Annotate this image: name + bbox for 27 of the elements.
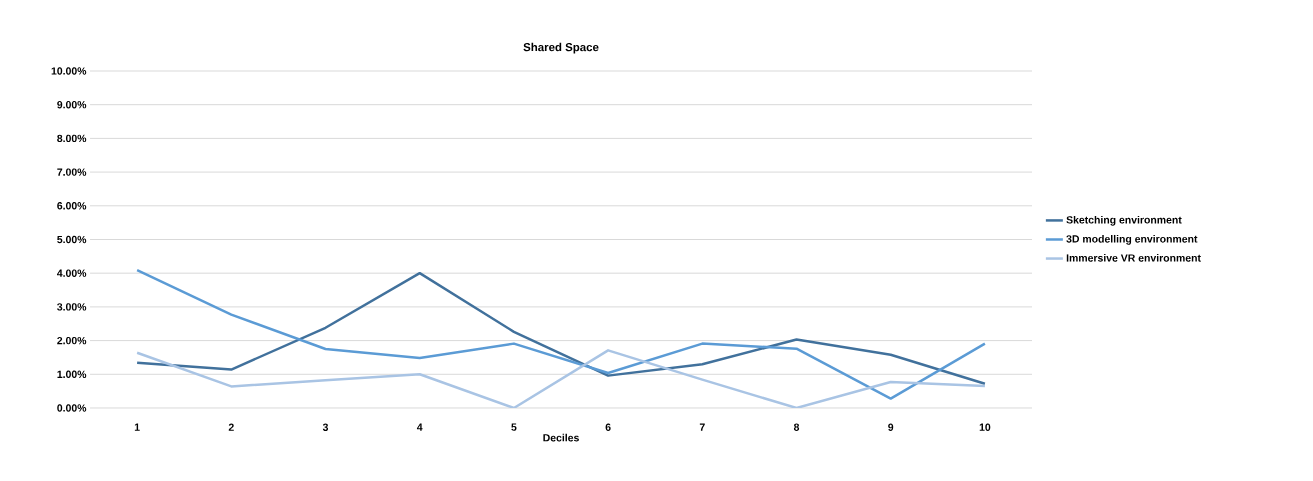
y-tick-label: 7.00% [57, 168, 87, 176]
x-tick-label: 7 [699, 423, 705, 431]
y-tick-label: 0.00% [57, 404, 87, 412]
x-tick-label: 3 [322, 423, 329, 431]
y-tick-label: 3.00% [57, 303, 87, 311]
x-tick-label: 2 [228, 423, 234, 431]
x-tick-label: 1 [134, 423, 140, 431]
line-series [135, 349, 987, 408]
y-tick-label: 5.00% [57, 235, 87, 244]
chart-title: Shared Space [523, 42, 599, 54]
y-tick-label: 4.00% [56, 269, 87, 277]
x-tick-label: 5 [511, 423, 517, 431]
y-tick-label: 10.00% [51, 67, 87, 75]
y-tick-label: 8.00% [57, 134, 87, 143]
x-tick-label: 10 [979, 423, 991, 431]
x-tick-label: 4 [416, 423, 423, 431]
y-tick-label: 1.00% [57, 370, 87, 378]
x-axis-title: Deciles [543, 433, 579, 442]
y-tick-label: 9.00% [57, 100, 87, 109]
x-tick-label: 9 [888, 423, 894, 431]
y-tick-label: 6.00% [57, 202, 87, 210]
legend-label: 3D modelling environment [1066, 234, 1198, 245]
legend-label: Immersive VR environment [1066, 254, 1201, 262]
y-tick-label: 2.00% [57, 336, 87, 345]
legend-label: Sketching environment [1066, 215, 1182, 226]
x-tick-label: 6 [605, 423, 611, 431]
x-tick-label: 8 [793, 423, 800, 431]
